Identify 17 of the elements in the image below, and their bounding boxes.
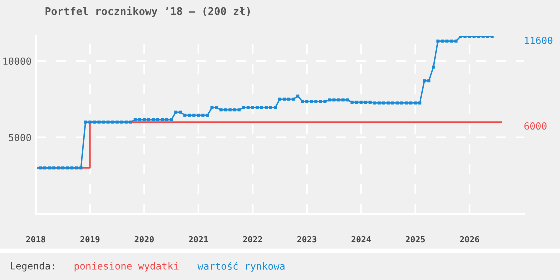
x-tick-label: 2019 xyxy=(80,236,100,243)
text: wartość rynkowa xyxy=(198,262,285,272)
x-tick-label: 2024 xyxy=(352,236,371,243)
text: poniesione wydatki xyxy=(74,262,179,272)
text: 6000 xyxy=(524,122,547,130)
x-tick-label: 2025 xyxy=(406,236,426,243)
legend-title: Legenda: xyxy=(11,262,54,272)
x-tick-label: 2022 xyxy=(243,236,262,243)
text: 11600 xyxy=(525,36,553,44)
x-tick-label: 2023 xyxy=(298,236,317,243)
y-tick-label: 10000 xyxy=(4,58,32,66)
x-tick-label: 2018 xyxy=(26,236,46,243)
x-tick-label: 2020 xyxy=(134,236,154,243)
x-tick-label: 2026 xyxy=(460,236,480,243)
y-tick-label: 5000 xyxy=(9,134,32,142)
chart-title: Portfel rocznikowy ’18 – (200 zł) xyxy=(46,6,250,18)
x-tick-label: 2021 xyxy=(189,236,208,243)
